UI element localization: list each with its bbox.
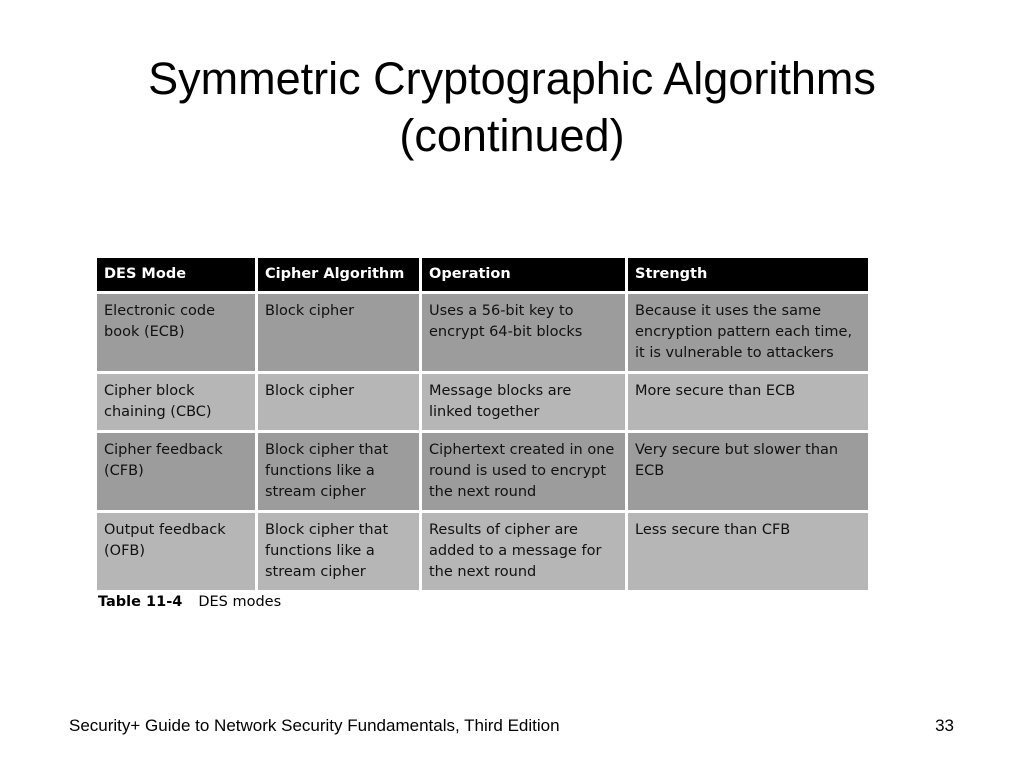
- table-caption: Table 11-4 DES modes: [98, 594, 281, 610]
- page-number: 33: [935, 716, 954, 735]
- title-line-1: Symmetric Cryptographic Algorithms: [148, 53, 876, 104]
- table-cell: Very secure but slower than ECB: [628, 433, 868, 510]
- caption-label: Table 11-4: [98, 594, 183, 610]
- table-cell: Ciphertext created in one round is used …: [422, 433, 625, 510]
- caption-text: DES modes: [198, 594, 282, 610]
- title-line-2: (continued): [399, 110, 625, 161]
- table-cell: Output feedback (OFB): [97, 513, 255, 590]
- header-operation: Operation: [422, 258, 625, 291]
- table-row: Cipher feedback (CFB) Block cipher that …: [97, 433, 868, 510]
- header-cipher-algorithm: Cipher Algorithm: [258, 258, 419, 291]
- header-strength: Strength: [628, 258, 868, 291]
- table-cell: Because it uses the same encryption patt…: [628, 294, 868, 371]
- table-cell: More secure than ECB: [628, 374, 868, 430]
- table-cell: Electronic code book (ECB): [97, 294, 255, 371]
- slide-footer: Security+ Guide to Network Security Fund…: [69, 716, 560, 735]
- table-cell: Block cipher that functions like a strea…: [258, 433, 419, 510]
- table-row: Cipher block chaining (CBC) Block cipher…: [97, 374, 868, 430]
- table-row: Output feedback (OFB) Block cipher that …: [97, 513, 868, 590]
- table-cell: Cipher block chaining (CBC): [97, 374, 255, 430]
- table-cell: Results of cipher are added to a message…: [422, 513, 625, 590]
- table-cell: Uses a 56-bit key to encrypt 64-bit bloc…: [422, 294, 625, 371]
- header-des-mode: DES Mode: [97, 258, 255, 291]
- table-header-row: DES Mode Cipher Algorithm Operation Stre…: [97, 258, 868, 291]
- table-cell: Block cipher: [258, 374, 419, 430]
- table-cell: Message blocks are linked together: [422, 374, 625, 430]
- table-cell: Less secure than CFB: [628, 513, 868, 590]
- des-modes-table: DES Mode Cipher Algorithm Operation Stre…: [94, 255, 871, 593]
- table-cell: Block cipher: [258, 294, 419, 371]
- table-cell: Cipher feedback (CFB): [97, 433, 255, 510]
- table-row: Electronic code book (ECB) Block cipher …: [97, 294, 868, 371]
- table-cell: Block cipher that functions like a strea…: [258, 513, 419, 590]
- slide-title: Symmetric Cryptographic Algorithms (cont…: [0, 50, 1024, 164]
